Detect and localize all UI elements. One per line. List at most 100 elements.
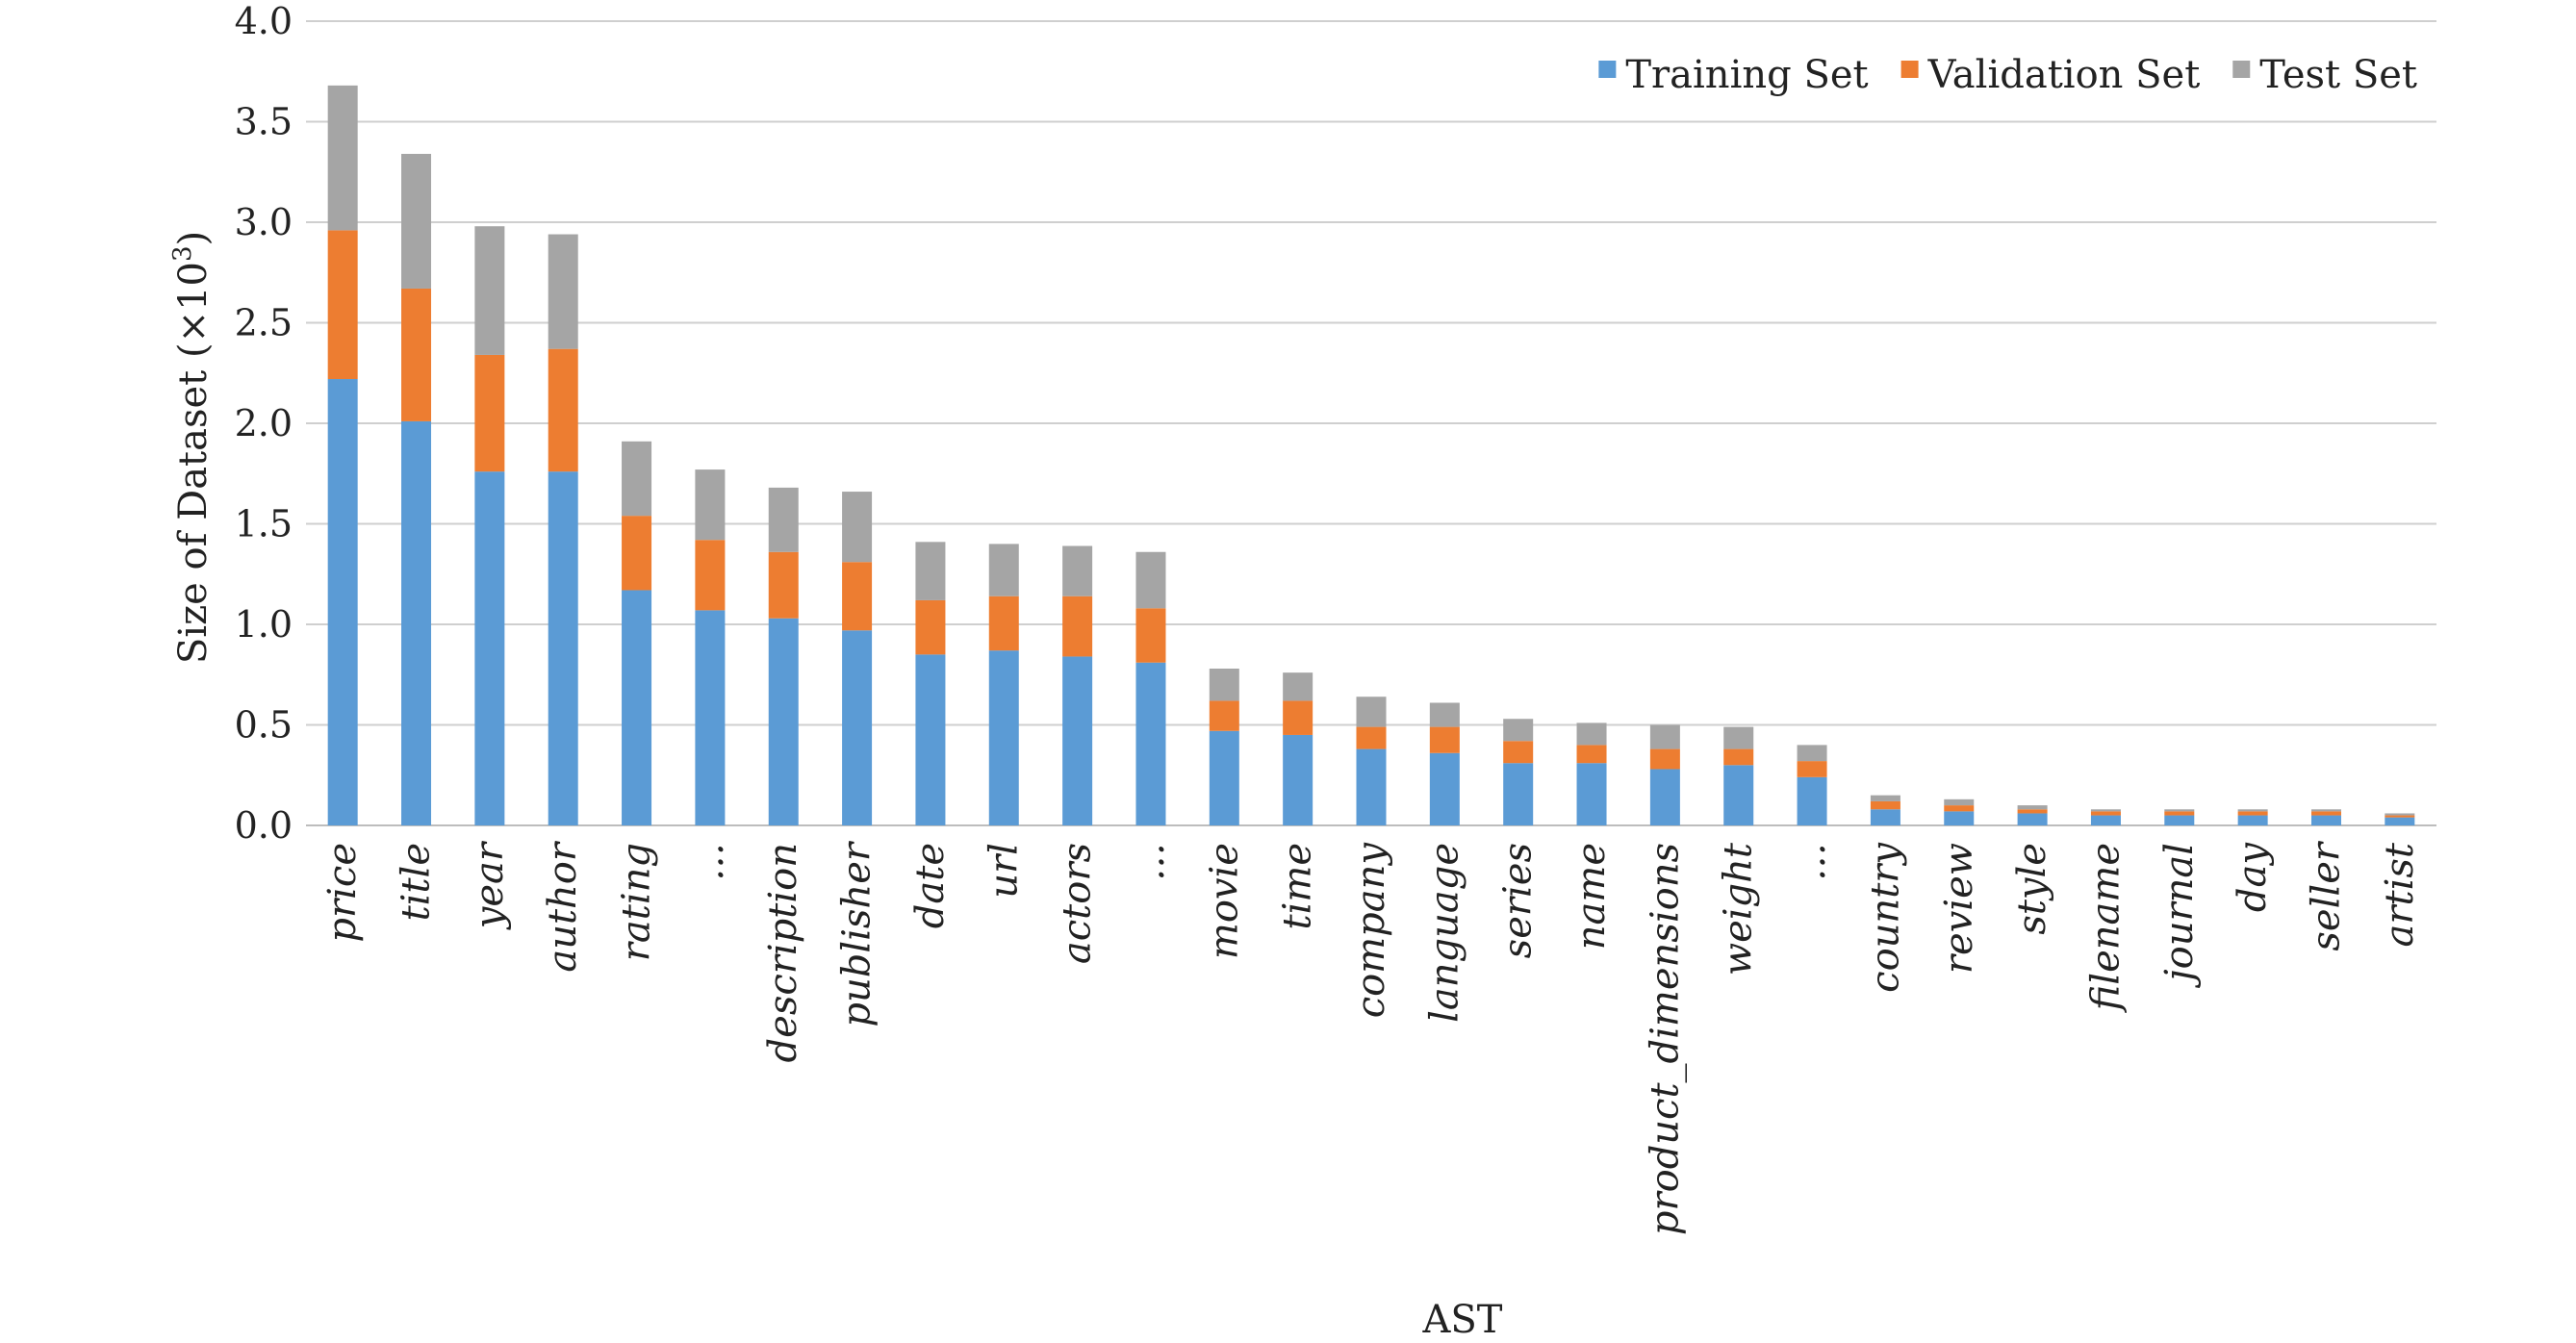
bar-stack-28 xyxy=(2385,813,2415,825)
legend-item-0: Training Set xyxy=(1598,53,1869,97)
bar-segment-training-4 xyxy=(622,590,652,825)
x-tick-label: … xyxy=(688,843,732,881)
legend-swatch xyxy=(1598,61,1617,78)
x-tick-label: seller xyxy=(2304,840,2348,950)
y-axis-title-exponent: 3 xyxy=(168,245,197,262)
legend-item-2: Test Set xyxy=(2232,53,2417,97)
bar-segment-training-10 xyxy=(1062,656,1093,825)
bar-segment-training-23 xyxy=(2017,813,2048,825)
bar-stack-4 xyxy=(622,441,652,825)
bar-stack-22 xyxy=(1944,798,1975,825)
bar-segment-validation-18 xyxy=(1649,748,1680,770)
y-axis-title: Size of Dataset (×103) xyxy=(168,231,216,664)
x-tick-labels: price title year author rating … description pu… xyxy=(320,840,2422,1235)
bar-segment-training-27 xyxy=(2310,815,2341,825)
x-tick-label: description xyxy=(761,843,805,1062)
bar-segment-test-8 xyxy=(915,542,946,600)
bar-stack-12 xyxy=(1209,668,1239,825)
bar-segment-training-22 xyxy=(1944,811,1975,825)
bar-segment-test-28 xyxy=(2385,813,2415,816)
bar-segment-validation-28 xyxy=(2385,815,2415,818)
bar-segment-test-16 xyxy=(1503,719,1534,742)
bar-segment-training-0 xyxy=(327,379,358,825)
bar-segment-test-22 xyxy=(1944,798,1975,806)
bar-segment-training-21 xyxy=(1870,809,1900,825)
bar-segment-validation-26 xyxy=(2237,811,2268,816)
legend-swatch xyxy=(1900,61,1919,78)
bar-stack-0 xyxy=(327,85,358,825)
bar-segment-test-14 xyxy=(1356,697,1387,727)
bar-segment-test-27 xyxy=(2310,809,2341,812)
bar-segment-validation-23 xyxy=(2017,809,2048,814)
x-tick-label: publisher xyxy=(835,840,880,1027)
bar-stack-1 xyxy=(401,153,432,825)
x-tick-label: movie xyxy=(1202,843,1246,959)
legend-label: Validation Set xyxy=(1927,53,2201,97)
x-tick-label: date xyxy=(908,843,953,928)
bar-segment-training-1 xyxy=(401,420,432,825)
bar-segment-validation-25 xyxy=(2164,811,2195,816)
x-tick-label: company xyxy=(1349,842,1393,1019)
x-tick-label: day xyxy=(2231,842,2275,912)
bar-segment-validation-0 xyxy=(327,230,358,380)
bar-stack-2 xyxy=(474,226,505,825)
bar-stack-27 xyxy=(2310,809,2341,825)
bar-segment-validation-6 xyxy=(768,551,799,619)
bar-segment-training-5 xyxy=(695,610,726,825)
bar-segment-test-11 xyxy=(1135,551,1166,609)
bar-segment-validation-7 xyxy=(842,562,873,631)
bar-segment-validation-16 xyxy=(1503,741,1534,764)
bar-segment-test-2 xyxy=(474,226,505,355)
legend-label: Training Set xyxy=(1625,53,1868,97)
bar-segment-training-16 xyxy=(1503,763,1534,825)
x-tick-label: price xyxy=(320,843,365,943)
y-axis-title-prefix: Size of Dataset (×10 xyxy=(171,262,216,664)
legend-item-1: Validation Set xyxy=(1900,53,2201,97)
y-tick-label: 1.0 xyxy=(235,603,293,646)
bar-stack-19 xyxy=(1723,726,1754,825)
x-tick-label: name xyxy=(1569,843,1614,950)
bar-segment-training-11 xyxy=(1135,662,1166,825)
bar-stack-24 xyxy=(2090,809,2121,825)
bar-stack-8 xyxy=(915,542,946,825)
bar-segment-test-21 xyxy=(1870,795,1900,801)
bar-stack-18 xyxy=(1649,724,1680,825)
bar-stack-5 xyxy=(695,469,726,825)
bar-segment-validation-15 xyxy=(1429,726,1460,753)
bar-segment-test-26 xyxy=(2237,809,2268,812)
bar-stack-23 xyxy=(2017,805,2048,825)
bar-stack-10 xyxy=(1062,545,1093,825)
bar-segment-validation-13 xyxy=(1283,700,1314,735)
bar-segment-validation-2 xyxy=(474,354,505,472)
x-tick-label: country xyxy=(1863,842,1907,993)
bar-stack-6 xyxy=(768,487,799,825)
bar-segment-training-15 xyxy=(1429,752,1460,825)
bar-segment-validation-10 xyxy=(1062,595,1093,657)
bar-stack-25 xyxy=(2164,809,2195,825)
y-tick-label: 2.0 xyxy=(235,402,293,444)
y-tick-label: 0.0 xyxy=(235,804,293,847)
x-axis-title: AST xyxy=(1422,1298,1503,1342)
bar-segment-test-12 xyxy=(1209,668,1239,701)
bar-segment-training-12 xyxy=(1209,730,1239,825)
bar-segment-validation-8 xyxy=(915,599,946,655)
bar-stack-3 xyxy=(548,234,578,825)
x-tick-label: author xyxy=(541,840,585,973)
legend: Training Set Validation Set Test Set xyxy=(1598,53,2417,97)
x-tick-label: title xyxy=(395,843,439,921)
bar-segment-test-15 xyxy=(1429,702,1460,727)
x-tick-label: … xyxy=(1790,843,1834,881)
bar-segment-validation-24 xyxy=(2090,811,2121,816)
bar-segment-training-17 xyxy=(1576,763,1607,825)
y-tick-label: 3.5 xyxy=(235,101,293,143)
bar-segment-test-0 xyxy=(327,85,358,231)
x-tick-label: review xyxy=(1937,843,1981,974)
bar-layer xyxy=(327,85,2415,825)
bar-segment-validation-12 xyxy=(1209,700,1239,731)
bar-segment-training-8 xyxy=(915,654,946,825)
bar-segment-test-1 xyxy=(401,153,432,289)
bar-segment-training-24 xyxy=(2090,815,2121,825)
x-tick-label: product_dimensions xyxy=(1643,843,1687,1235)
